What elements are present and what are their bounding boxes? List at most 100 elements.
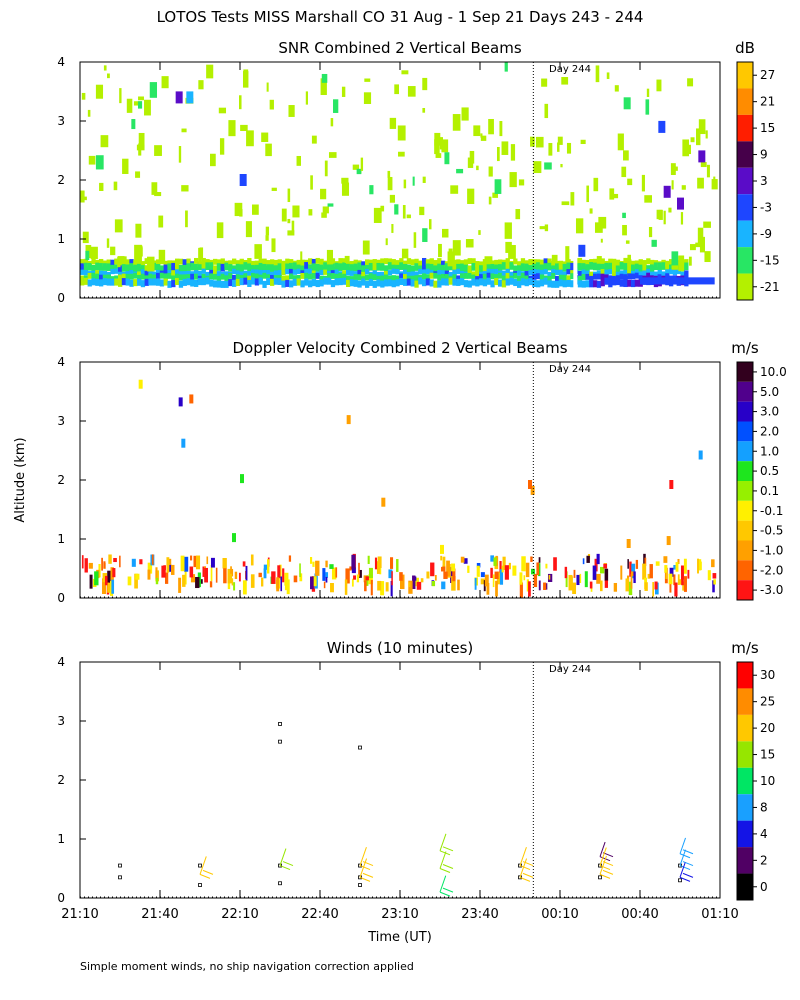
doppler-cell bbox=[189, 566, 194, 578]
doppler-cell bbox=[635, 559, 639, 569]
doppler-cell bbox=[346, 415, 351, 425]
snr-feature bbox=[658, 120, 666, 133]
snr-cell bbox=[623, 263, 628, 271]
snr-cell bbox=[622, 224, 627, 236]
snr-cell bbox=[311, 272, 317, 279]
x-tick-label: 01:10 bbox=[701, 907, 738, 922]
snr-colorbar-label: 27 bbox=[760, 68, 775, 82]
snr-cell bbox=[520, 278, 526, 286]
doppler-cell bbox=[545, 583, 548, 590]
snr-cell bbox=[585, 273, 590, 280]
snr-cell bbox=[175, 277, 180, 286]
snr-cell bbox=[273, 265, 279, 273]
doppler-colorbar-label: -1.0 bbox=[760, 543, 783, 557]
doppler-cell bbox=[181, 438, 186, 448]
snr-cell bbox=[273, 277, 279, 285]
winds-colorbar-label: 8 bbox=[760, 800, 768, 814]
snr-cell bbox=[240, 124, 248, 131]
doppler-cell bbox=[512, 565, 517, 576]
snr-cell bbox=[194, 263, 199, 272]
doppler-cell bbox=[113, 557, 117, 563]
doppler-cell bbox=[700, 561, 702, 571]
snr-colorbar-swatch bbox=[737, 114, 753, 142]
snr-cell bbox=[205, 262, 210, 271]
snr-cell bbox=[315, 257, 320, 264]
snr-cell bbox=[452, 114, 461, 131]
snr-cell bbox=[258, 277, 263, 285]
snr-cell bbox=[376, 279, 381, 287]
wind-point bbox=[278, 722, 282, 726]
snr-cell bbox=[653, 262, 659, 271]
doppler-colorbar-swatch bbox=[737, 481, 753, 501]
snr-cell bbox=[327, 273, 332, 280]
doppler-cell bbox=[178, 577, 182, 593]
snr-cell bbox=[627, 279, 632, 287]
snr-cell bbox=[137, 101, 143, 109]
doppler-cell bbox=[277, 565, 281, 579]
snr-cell bbox=[186, 278, 191, 286]
doppler-cell bbox=[568, 574, 573, 591]
snr-cell bbox=[532, 273, 537, 280]
snr-cell bbox=[456, 278, 461, 286]
snr-cell bbox=[81, 92, 86, 100]
snr-cell bbox=[254, 278, 260, 286]
snr-cell bbox=[463, 280, 469, 288]
doppler-cell bbox=[315, 560, 320, 576]
snr-cell bbox=[135, 171, 141, 178]
doppler-cell bbox=[234, 571, 238, 579]
snr-cell bbox=[209, 262, 214, 270]
snr-cell bbox=[623, 270, 628, 276]
snr-cell bbox=[499, 121, 503, 137]
wind-barb-flag bbox=[359, 876, 371, 882]
doppler-cell bbox=[195, 576, 200, 589]
winds-colorbar-swatch bbox=[737, 688, 753, 715]
snr-cell bbox=[87, 109, 91, 117]
snr-cell bbox=[665, 263, 670, 271]
snr-cell bbox=[494, 264, 499, 273]
doppler-cell bbox=[310, 576, 314, 590]
wind-barb-staff bbox=[199, 856, 207, 875]
snr-cell bbox=[547, 271, 552, 278]
snr-cell bbox=[281, 280, 286, 288]
doppler-cell bbox=[282, 568, 285, 583]
snr-cell bbox=[482, 263, 488, 272]
snr-cell bbox=[504, 62, 508, 72]
snr-cell bbox=[254, 269, 260, 275]
wind-barb-flag bbox=[362, 872, 374, 878]
snr-cell bbox=[658, 209, 663, 220]
snr-cell bbox=[566, 142, 572, 154]
doppler-cell bbox=[180, 555, 185, 572]
doppler-y-tick-label: 1 bbox=[57, 532, 65, 546]
snr-cell bbox=[547, 262, 552, 271]
snr-cell bbox=[118, 271, 123, 278]
snr-cell bbox=[505, 263, 510, 272]
snr-cell bbox=[285, 268, 290, 275]
snr-cell bbox=[296, 275, 301, 281]
doppler-cell bbox=[222, 557, 227, 569]
doppler-cell bbox=[400, 574, 405, 590]
snr-cell bbox=[608, 269, 613, 275]
snr-cell bbox=[341, 177, 349, 184]
snr-cell bbox=[156, 269, 161, 276]
snr-cell bbox=[224, 280, 229, 288]
snr-cell bbox=[391, 268, 396, 274]
doppler-cell bbox=[351, 567, 356, 574]
snr-cell bbox=[465, 239, 474, 248]
snr-cell bbox=[137, 278, 142, 286]
snr-cell bbox=[346, 263, 351, 272]
snr-cell bbox=[575, 218, 584, 234]
snr-feature bbox=[239, 174, 247, 186]
snr-cell bbox=[471, 278, 476, 286]
snr-cell bbox=[589, 275, 594, 282]
snr-cell bbox=[435, 153, 442, 158]
snr-cell bbox=[251, 277, 256, 285]
doppler-cell bbox=[284, 574, 288, 591]
snr-cell bbox=[441, 273, 446, 280]
doppler-cell bbox=[245, 565, 248, 581]
snr-cell bbox=[437, 263, 442, 272]
doppler-cell bbox=[528, 480, 532, 489]
doppler-cell bbox=[271, 571, 276, 584]
wind-point bbox=[358, 883, 362, 887]
snr-cell bbox=[209, 269, 214, 276]
snr-cell bbox=[175, 269, 180, 275]
